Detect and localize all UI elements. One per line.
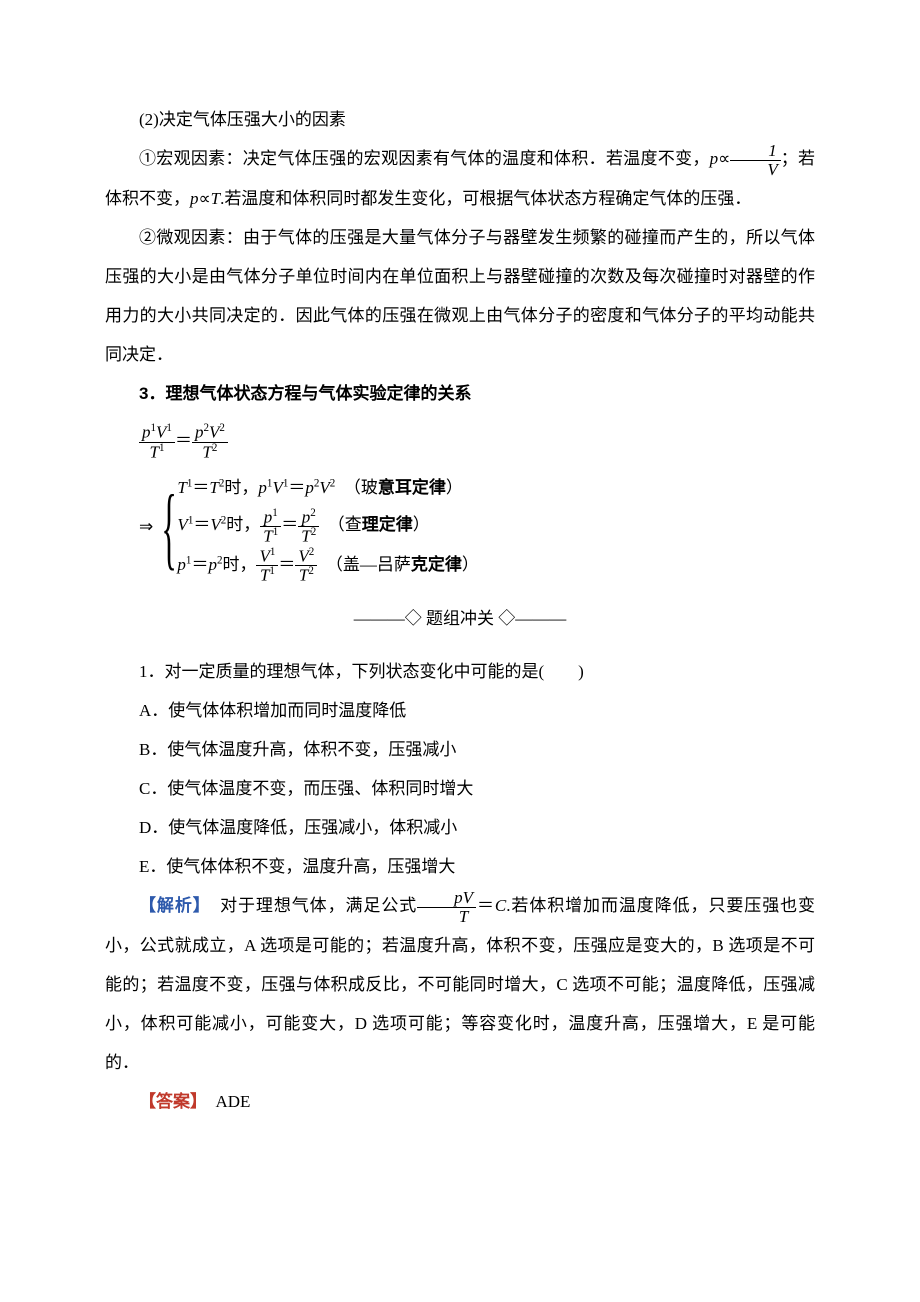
section-divider: ———◇ 题组冲关 ◇——— [105,599,815,638]
option-b: B．使气体温度升高，体积不变，压强减小 [105,730,815,769]
macro-factor-paragraph: ①宏观因素：决定气体压强的宏观因素有气体的温度和体积．若温度不变，p∝1V；若体… [105,139,815,218]
option-c: C．使气体温度不变，而压强、体积同时增大 [105,769,815,808]
question-stem: 1．对一定质量的理想气体，下列状态变化中可能的是( ) [105,652,815,691]
answer-label: 【答案】 [139,1092,199,1111]
fraction-1-over-v: 1V [730,142,780,179]
option-a: A．使气体体积增加而同时温度降低 [105,691,815,730]
analysis-text-1: 对于理想气体，满足公式 [220,896,417,915]
analysis-label: 【解析】 [139,896,202,915]
subsection-heading: (2)决定气体压强大小的因素 [105,100,815,139]
cases-block: ⇒ { T1＝T2时，p1V1＝p2V2 （玻意耳定律） V1＝V2时，p1T1… [139,469,815,585]
fraction-pv-over-t: pVT [417,889,476,926]
analysis-text-eq: ＝ [476,896,495,915]
analysis-paragraph: 【解析】 对于理想气体，满足公式pVT＝C.若体积增加而温度降低，只要压强也变小… [105,886,815,1082]
implies-arrow: ⇒ [139,469,157,585]
macro-text-3: 若温度和体积同时都发生变化，可根据气体状态方程确定气体的压强． [224,189,751,208]
option-e: E．使气体体积不变，温度升高，压强增大 [105,847,815,886]
relation-heading: 3．理想气体状态方程与气体实验定律的关系 [105,374,815,413]
case-gaylussac: p1＝p2时，V1T1＝V2T2 （盖—吕萨克定律） [177,546,478,585]
macro-text-1: ①宏观因素：决定气体压强的宏观因素有气体的温度和体积．若温度不变， [139,149,710,168]
left-brace: { [162,469,177,585]
answer-value: ADE [216,1092,251,1111]
option-d: D．使气体温度降低，压强减小，体积减小 [105,808,815,847]
micro-factor-paragraph: ②微观因素：由于气体的压强是大量气体分子与器壁发生频繁的碰撞而产生的，所以气体压… [105,218,815,374]
state-equation: p1V1T1＝p2V2T2 ⇒ { T1＝T2时，p1V1＝p2V2 （玻意耳定… [139,423,815,585]
case-boyle: T1＝T2时，p1V1＝p2V2 （玻意耳定律） [177,469,478,506]
answer-line: 【答案】 ADE [105,1082,815,1121]
case-charles: V1＝V2时，p1T1＝p2T2 （查理定律） [177,506,478,545]
